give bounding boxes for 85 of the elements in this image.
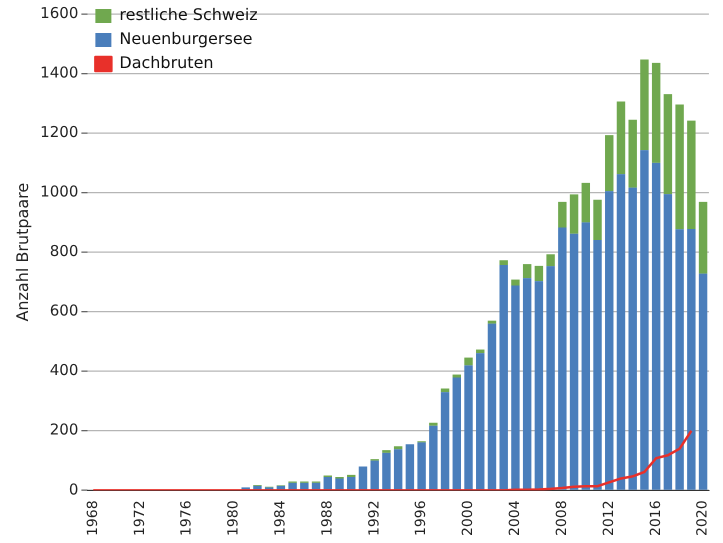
bar <box>640 60 649 150</box>
bar <box>476 350 484 354</box>
bar <box>605 191 614 490</box>
bar <box>347 476 356 490</box>
x-tick-label: 1992 <box>366 500 382 536</box>
bar <box>652 62 660 163</box>
y-tick-label: 200 <box>50 420 78 439</box>
bar <box>652 162 660 490</box>
bar <box>546 254 555 266</box>
y-tick-label: 1400 <box>40 63 78 82</box>
y-tick-label: 800 <box>50 242 78 260</box>
bar <box>358 466 368 490</box>
y-tick-label: 400 <box>50 361 78 380</box>
bar <box>582 222 590 490</box>
bar <box>464 358 473 366</box>
bar <box>499 260 508 265</box>
bar <box>488 324 496 490</box>
bar <box>406 444 414 490</box>
x-tick-label: 1972 <box>132 500 148 536</box>
bar <box>452 378 462 490</box>
bar <box>440 392 450 490</box>
bar <box>522 278 532 490</box>
bar <box>675 229 684 490</box>
x-tick-label: 2000 <box>460 500 476 536</box>
bar <box>605 135 614 192</box>
bar <box>675 104 684 230</box>
bar <box>534 266 544 282</box>
bar <box>429 422 438 426</box>
bar <box>570 194 578 234</box>
bar <box>499 264 508 490</box>
bar <box>546 266 555 490</box>
bar <box>593 200 602 240</box>
bar <box>452 374 462 378</box>
bar <box>628 188 637 490</box>
x-tick-label: 2008 <box>554 500 570 536</box>
bar <box>664 94 672 194</box>
legend-label: restliche Schweiz <box>119 5 258 24</box>
bar <box>370 460 379 490</box>
bar <box>394 449 402 490</box>
bar <box>429 426 438 490</box>
bar <box>488 320 496 324</box>
x-tick-label: 1988 <box>319 500 336 536</box>
bar <box>687 120 696 229</box>
bar <box>616 102 626 174</box>
bar <box>616 174 626 490</box>
legend-label: Dachbruten <box>119 53 214 72</box>
bar <box>382 452 391 490</box>
bar <box>476 353 484 490</box>
bar <box>698 202 708 274</box>
y-axis-title: Anzahl Brutpaare <box>12 182 32 322</box>
bar <box>324 476 332 490</box>
x-tick-label: 1976 <box>178 500 195 536</box>
y-tick-label: 1200 <box>40 122 78 141</box>
bar <box>417 442 426 490</box>
bar <box>511 286 520 490</box>
x-tick-label: 1980 <box>226 500 242 536</box>
bar <box>640 150 649 490</box>
x-tick-label: 2016 <box>648 500 664 536</box>
bar <box>464 365 473 490</box>
bar <box>534 281 544 490</box>
bar <box>522 264 532 278</box>
bar <box>628 120 637 188</box>
bar <box>582 182 590 222</box>
bar <box>558 227 567 490</box>
y-tick-label: 600 <box>50 302 78 320</box>
bar <box>698 274 708 490</box>
x-tick-label: 1968 <box>84 500 101 536</box>
bar <box>570 234 578 490</box>
y-tick-label: 1600 <box>40 4 78 22</box>
legend-label: Neuenburgersee <box>119 29 253 48</box>
x-tick-label: 2020 <box>694 500 711 536</box>
bar <box>511 280 520 286</box>
bar <box>593 240 602 490</box>
bar <box>687 228 696 490</box>
x-tick-label: 2012 <box>600 500 617 536</box>
bar <box>558 202 567 228</box>
bar <box>394 446 402 450</box>
y-tick-label: 1000 <box>40 182 78 201</box>
bar <box>382 450 391 453</box>
x-tick-label: 1996 <box>413 500 430 536</box>
y-tick-label: 0 <box>68 480 78 498</box>
x-tick-label: 1984 <box>272 500 289 536</box>
x-tick-label: 2004 <box>507 500 524 536</box>
bar <box>440 388 450 392</box>
bar <box>664 194 672 490</box>
